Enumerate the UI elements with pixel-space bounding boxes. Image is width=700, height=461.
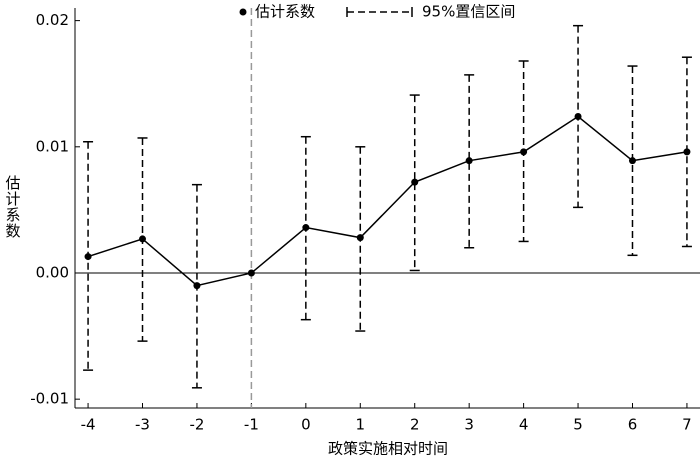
estimate-point <box>193 282 201 290</box>
y-tick-label: 0.02 <box>36 11 69 29</box>
estimate-point <box>302 224 310 232</box>
x-tick-label: 3 <box>464 416 474 434</box>
x-tick-label: 7 <box>682 416 692 434</box>
estimate-point <box>139 235 147 243</box>
estimate-point <box>84 253 92 261</box>
y-tick-label: 0.00 <box>36 263 69 281</box>
estimate-point <box>574 113 582 121</box>
x-tick-label: 2 <box>410 416 420 434</box>
estimate-point <box>520 148 528 156</box>
x-tick-label: 5 <box>573 416 583 434</box>
x-tick-label: 4 <box>519 416 529 434</box>
y-tick-label: -0.01 <box>30 390 69 408</box>
estimate-line <box>87 115 688 287</box>
estimate-point <box>628 157 636 165</box>
y-tick-label: 0.01 <box>36 137 69 155</box>
x-tick-label: 0 <box>301 416 311 434</box>
legend-label: 估计系数 <box>255 3 315 21</box>
legend-label: 95%置信区间 <box>422 3 515 21</box>
estimate-point <box>247 269 255 277</box>
x-tick-label: -1 <box>244 416 259 434</box>
y-axis-label: 估计系数 <box>4 175 22 239</box>
x-axis-label: 政策实施相对时间 <box>328 440 448 458</box>
x-tick-label: 6 <box>628 416 638 434</box>
estimate-point <box>683 148 691 156</box>
legend-marker <box>239 8 247 16</box>
x-tick-label: -4 <box>81 416 96 434</box>
x-tick-label: -2 <box>189 416 204 434</box>
estimate-point <box>465 157 473 165</box>
estimate-point <box>356 234 364 242</box>
x-tick-label: 1 <box>356 416 366 434</box>
estimate-point <box>411 178 419 186</box>
x-tick-label: -3 <box>135 416 150 434</box>
